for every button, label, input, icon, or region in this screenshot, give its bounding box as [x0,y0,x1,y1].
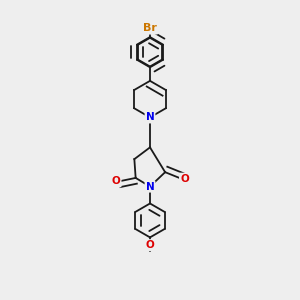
Text: O: O [112,176,121,186]
Text: Br: Br [143,23,157,33]
Text: O: O [180,174,189,184]
Text: O: O [146,240,154,250]
Text: N: N [146,182,154,191]
Text: N: N [146,112,154,122]
